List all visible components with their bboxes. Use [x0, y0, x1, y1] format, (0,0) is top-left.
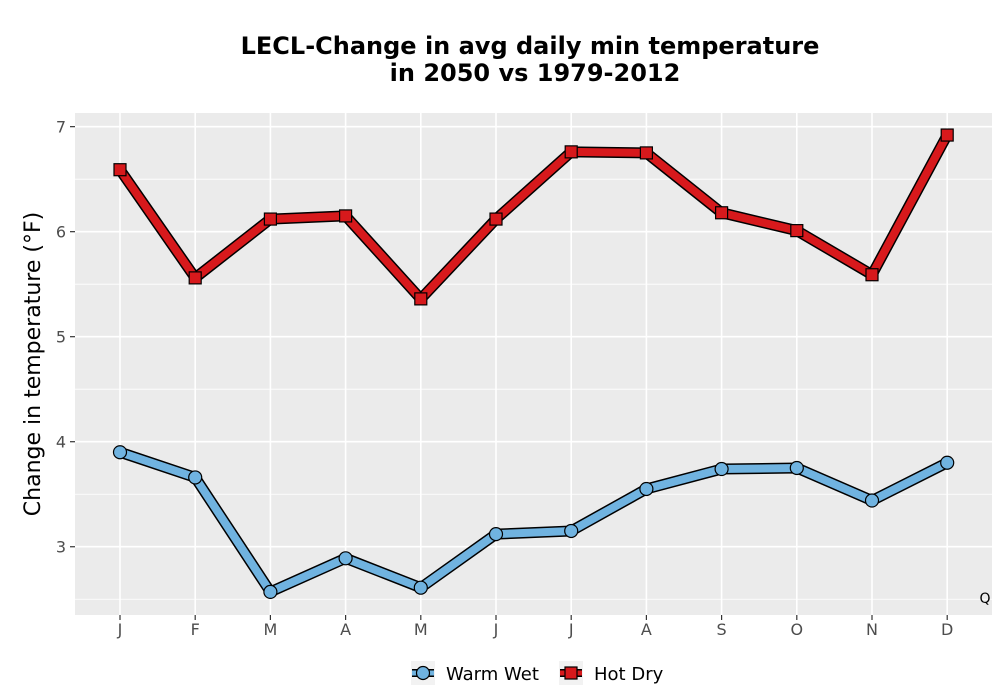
legend-marker-hot-dry: [564, 666, 578, 680]
data-point-hot-dry: [113, 163, 127, 177]
y-tick-label: 3: [56, 538, 66, 557]
data-point-hot-dry: [263, 212, 277, 226]
data-point-warm-wet: [413, 580, 428, 595]
chart-title-line-2: in 2050 vs 1979-2012: [390, 59, 681, 87]
series-line-warm-wet: [116, 448, 952, 596]
x-tick-label: J: [493, 620, 499, 639]
data-point-hot-dry: [188, 271, 202, 285]
data-point-warm-wet: [488, 527, 504, 542]
data-point-hot-dry: [790, 224, 804, 238]
x-tick-label: M: [263, 620, 277, 639]
data-point-hot-dry: [489, 212, 503, 226]
data-point-hot-dry: [339, 209, 353, 223]
data-point-warm-wet: [112, 445, 128, 460]
x-tick-label: M: [414, 620, 428, 639]
data-point-warm-wet: [564, 523, 579, 539]
data-point-warm-wet: [714, 461, 729, 477]
x-tick-label: J: [568, 620, 574, 639]
y-tick-label: 7: [56, 118, 66, 137]
data-point-warm-wet: [639, 481, 654, 497]
y-axis-label: Change in temperature (°F): [21, 212, 46, 516]
data-point-warm-wet: [338, 551, 353, 566]
x-tick-label: A: [340, 620, 351, 639]
x-tick-label: O: [791, 620, 804, 639]
legend-marker-warm-wet: [415, 665, 431, 681]
data-point-hot-dry: [414, 292, 428, 306]
x-tick-label: N: [866, 620, 878, 639]
chart-title-line-1: LECL-Change in avg daily min temperature: [241, 32, 820, 60]
x-tick-label: D: [941, 620, 953, 639]
series-layer: [112, 128, 955, 599]
y-tick-label: 4: [56, 433, 66, 452]
data-point-hot-dry: [564, 145, 578, 159]
x-tick-label: A: [641, 620, 652, 639]
legend-label-warm-wet: Warm Wet: [446, 664, 539, 685]
data-point-warm-wet: [789, 460, 804, 476]
data-point-hot-dry: [639, 146, 654, 160]
data-point-warm-wet: [188, 470, 203, 485]
x-tick-label: F: [191, 620, 200, 639]
series-line-hot-dry: [116, 131, 952, 303]
data-point-warm-wet: [263, 584, 278, 599]
data-point-warm-wet: [940, 455, 955, 470]
y-tick-label: 6: [56, 223, 66, 242]
data-point-hot-dry: [940, 128, 954, 142]
legend: Warm Wet Hot Dry: [411, 661, 664, 685]
x-tick-label: S: [717, 620, 727, 639]
gridlines: [75, 113, 992, 615]
y-tick-label: 5: [56, 328, 66, 347]
data-point-warm-wet: [864, 493, 880, 508]
data-point-hot-dry: [865, 268, 879, 282]
data-point-hot-dry: [714, 206, 729, 220]
corner-note: Q: [979, 591, 990, 607]
x-tick-label: J: [117, 620, 123, 639]
axes: 3 4 5 6 7 J F M A M J J A S O N D: [56, 118, 954, 639]
legend-label-hot-dry: Hot Dry: [594, 664, 664, 685]
